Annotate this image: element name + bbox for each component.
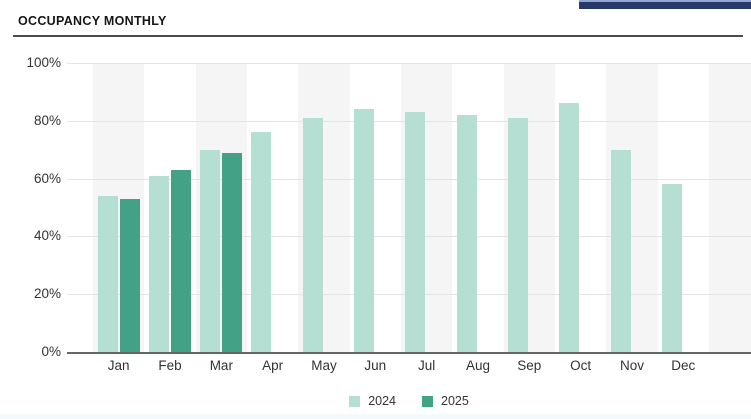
bar-2024-oct[interactable] [559,103,580,352]
bar-2024-feb[interactable] [148,175,169,352]
y-tick-label: 80% [33,112,61,128]
x-tick-label-mar: Mar [209,358,233,373]
bar-2024-jan[interactable] [97,195,118,352]
x-tick-label-jan: Jan [107,358,130,373]
x-tick-label-may: May [311,358,337,373]
bar-2024-mar[interactable] [200,149,221,352]
y-axis: 100% 80% 60% 40% 20% 0% [0,0,65,380]
bar-2024-may[interactable] [302,117,323,352]
bar-2024-aug[interactable] [456,115,477,352]
x-tick-label-feb: Feb [158,358,182,373]
bar-2024-nov[interactable] [610,149,631,352]
legend-item-2025[interactable]: 2025 [422,394,469,408]
plot-area [67,63,751,354]
y-tick-label: 100% [26,55,61,70]
legend-item-2024[interactable]: 2024 [349,394,396,408]
page-title: OCCUPANCY MONTHLY [18,14,167,28]
bar-2024-dec[interactable] [662,184,683,352]
bar-2024-jun[interactable] [354,109,375,352]
bar-2024-jul[interactable] [405,112,426,352]
month-band [708,63,751,352]
x-tick-label-nov: Nov [619,358,644,373]
y-tick-label: 40% [33,228,61,244]
title-divider [13,35,743,37]
x-tick-label-oct: Oct [570,358,592,373]
legend-swatch-2024 [349,395,361,407]
x-tick-label-sep: Sep [517,358,542,373]
x-tick-label-jul: Jul [418,358,436,373]
y-tick-label: 60% [33,170,61,186]
bar-2024-apr[interactable] [251,132,272,352]
y-tick-label: 0% [41,344,61,359]
legend-label: 2024 [368,394,396,408]
legend-swatch-2025 [422,395,433,407]
top-right-button-fragment[interactable] [579,0,751,9]
x-tick-label-aug: Aug [465,358,490,373]
legend-label: 2025 [441,394,469,408]
bar-2025-mar[interactable] [222,152,243,352]
x-tick-label-jun: Jun [364,358,387,373]
bar-2024-sep[interactable] [508,117,529,352]
bar-2025-jan[interactable] [119,198,140,352]
bar-2025-feb[interactable] [170,169,191,352]
next-section-edge [0,414,751,419]
gridline [67,63,751,64]
chart-legend: 2024 2025 [67,393,751,409]
x-tick-label-dec: Dec [671,358,696,373]
x-tick-label-apr: Apr [262,358,284,373]
y-tick-label: 20% [33,286,61,302]
x-axis: Jan Feb Mar Apr May Jun Jul Aug Sep Oct Nov Dec [67,358,751,376]
